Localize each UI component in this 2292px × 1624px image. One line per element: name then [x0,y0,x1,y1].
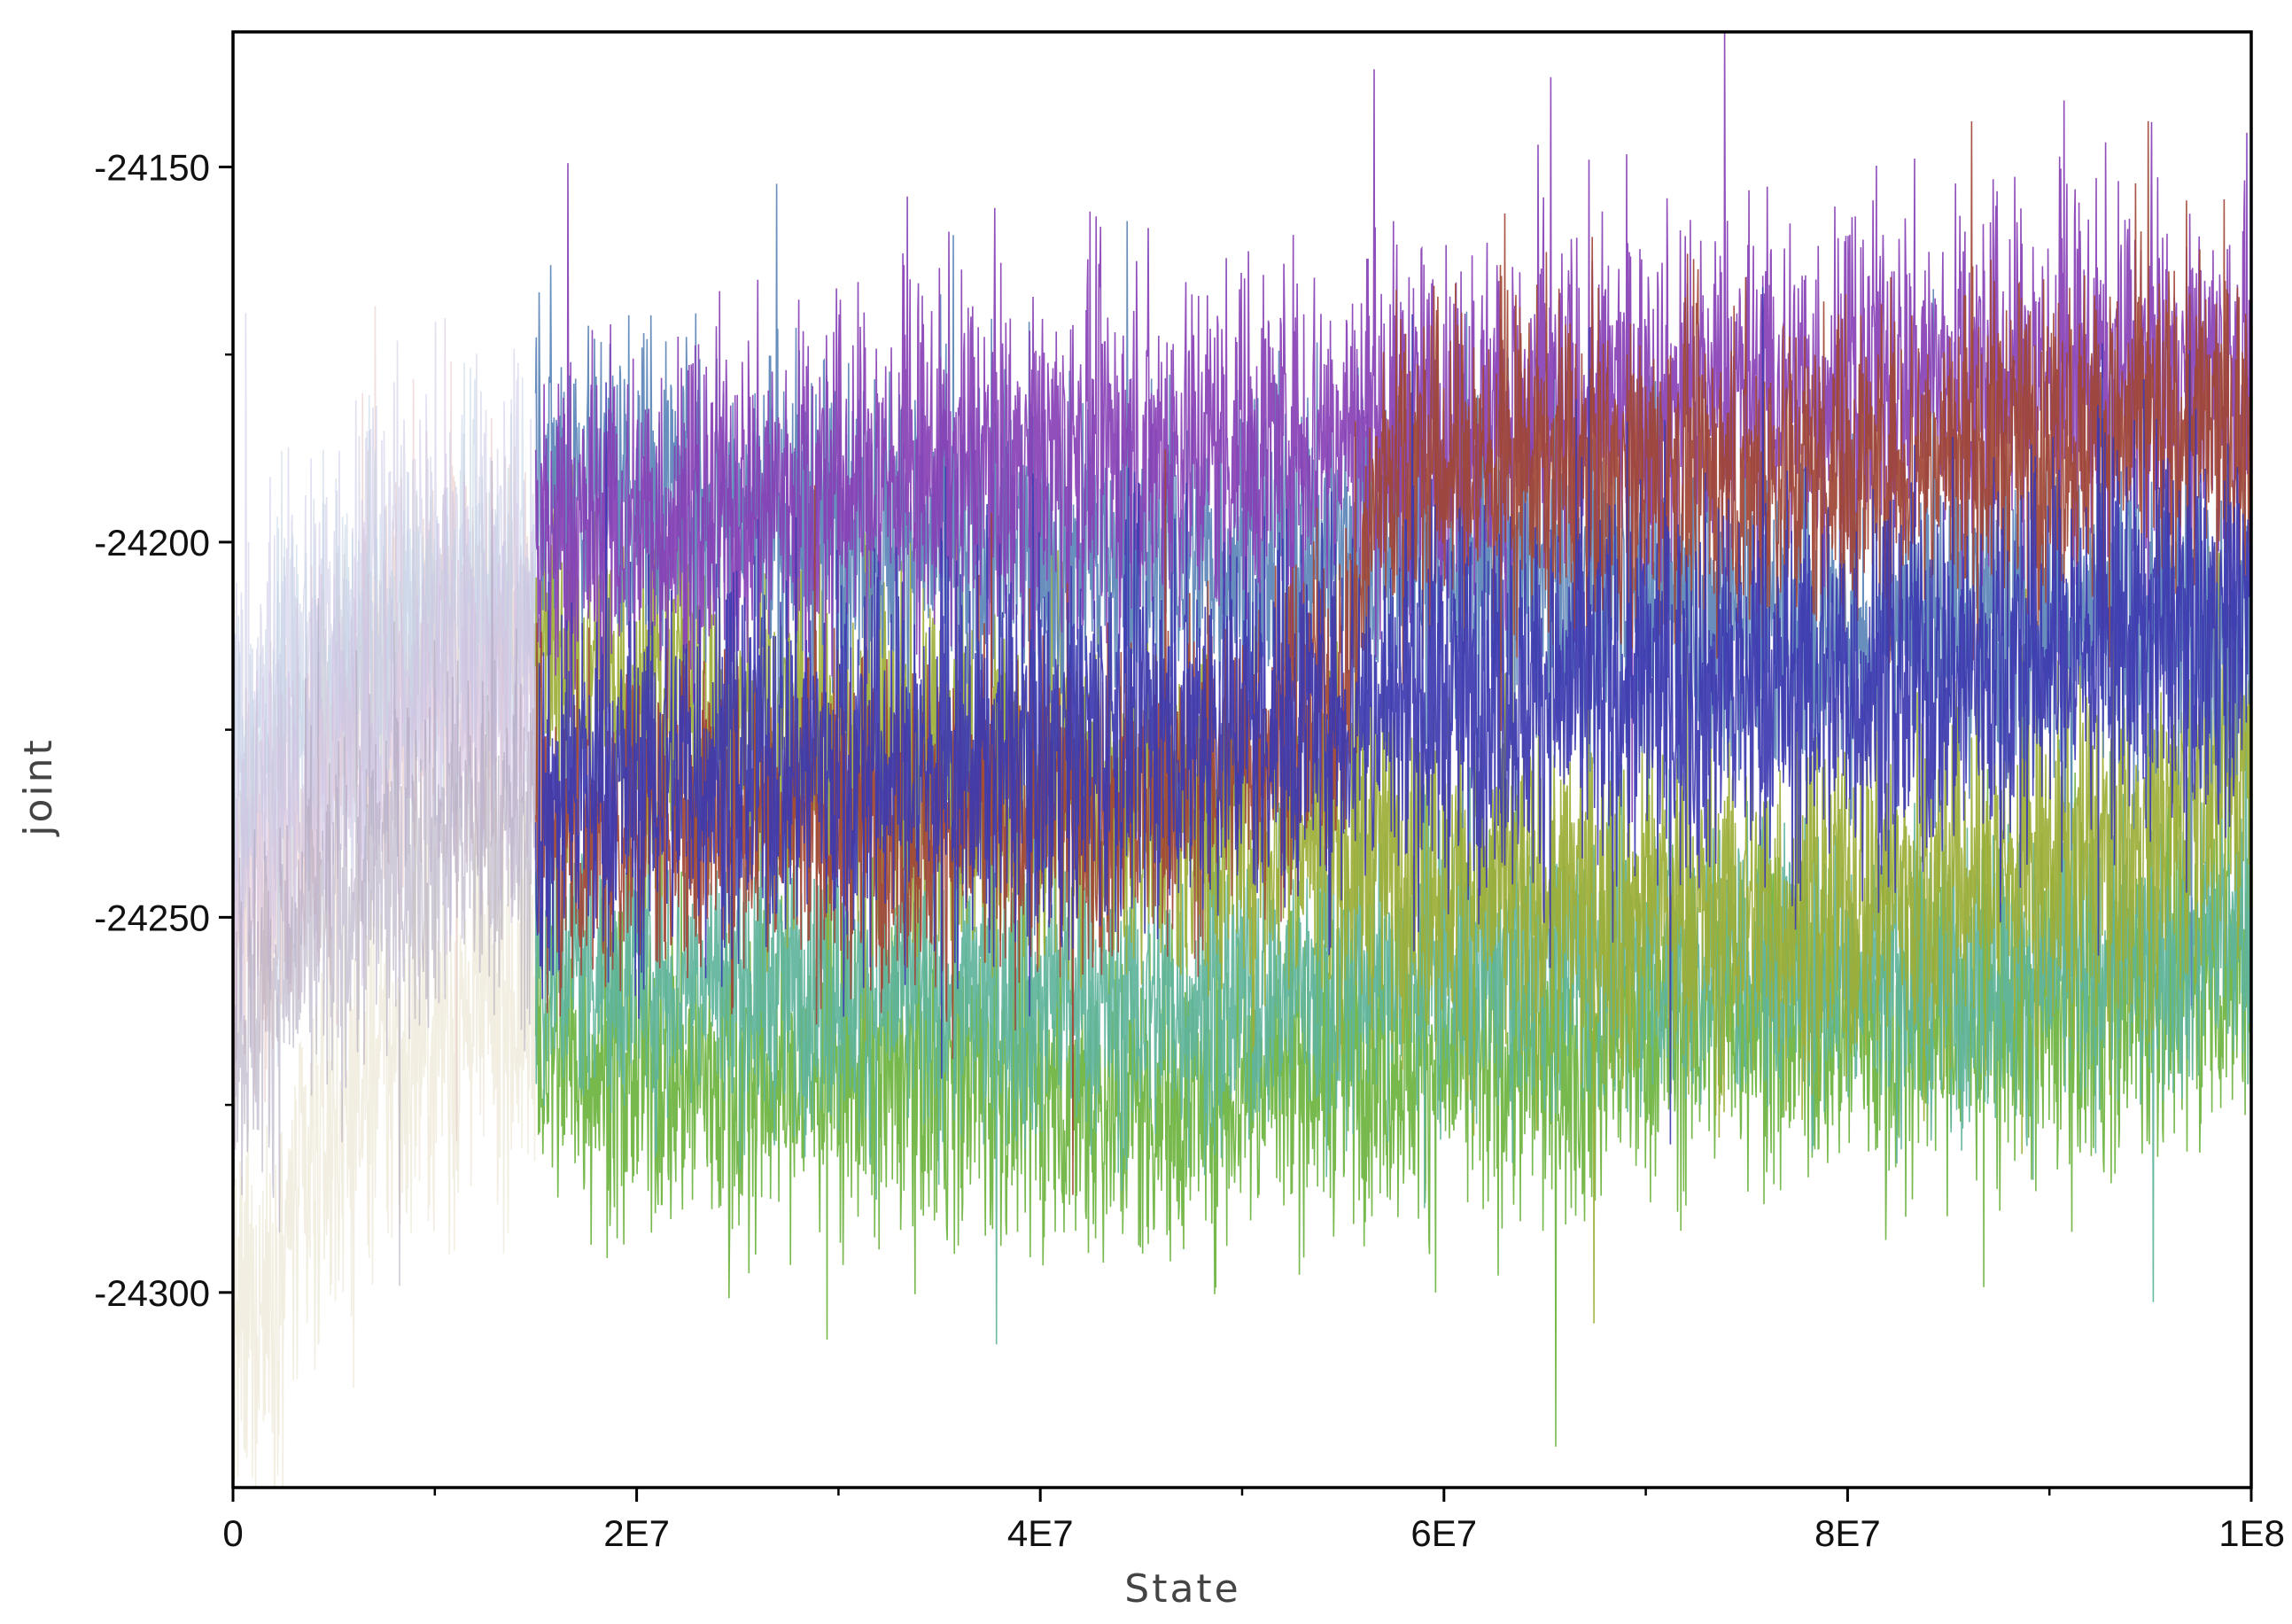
trace-series-7 [534,286,2251,1145]
burn-in-trace-4 [233,362,537,1067]
x-tick-label: 6E7 [1410,1512,1477,1554]
x-tick-label: 8E7 [1814,1512,1881,1554]
burn-in-trace-5 [233,317,537,1063]
burn-in-trace-3 [233,313,537,960]
x-axis-label: State [1124,1566,1240,1612]
y-axis-label: joint [16,737,61,837]
x-tick-label: 4E7 [1007,1512,1074,1554]
x-tick-label: 0 [222,1512,243,1554]
y-tick-label: -24250 [94,897,210,938]
y-tick-label: -24200 [94,522,210,563]
x-tick-label: 2E7 [603,1512,670,1554]
burn-in-trace-6 [233,460,537,1286]
y-tick-label: -24300 [94,1272,210,1314]
x-tick-label: 1E8 [2218,1512,2285,1554]
traces-layer [233,32,2251,1488]
burn-in-trace-1 [233,617,537,1488]
ticks-layer: 0 2E7 4E7 6E7 8E7 1E8 -24150 -24200 -24250 -24300 [94,146,2285,1554]
y-tick-label: -24150 [94,146,210,188]
